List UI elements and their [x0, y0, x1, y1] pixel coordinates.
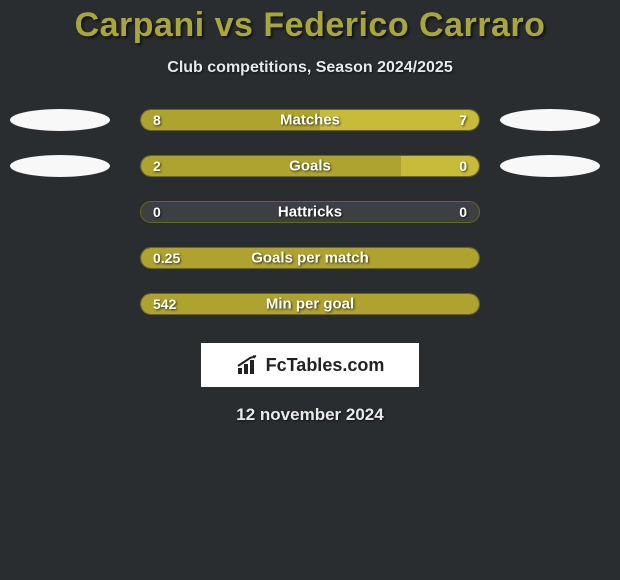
metric-label: Hattricks — [278, 204, 342, 221]
right-value: 0 — [459, 158, 467, 174]
metric-label: Min per goal — [266, 296, 354, 313]
player-left-ellipse — [10, 109, 110, 131]
metric-label: Matches — [280, 112, 340, 129]
player-left-ellipse — [10, 155, 110, 177]
left-value: 0.25 — [153, 250, 180, 266]
bar-left — [141, 156, 401, 176]
player-right-ellipse — [500, 155, 600, 177]
bar-track: 2 0 Goals — [140, 155, 480, 177]
stat-row: 8 7 Matches — [0, 109, 620, 131]
chart-icon — [236, 354, 260, 376]
right-value: 0 — [459, 204, 467, 220]
page-title: Carpani vs Federico Carraro — [0, 0, 620, 45]
logo-text: FcTables.com — [266, 355, 385, 376]
bar-track: 0 0 Hattricks — [140, 201, 480, 223]
bar-right — [320, 110, 479, 130]
stat-row: 0 0 Hattricks — [0, 201, 620, 223]
metric-label: Goals — [289, 158, 331, 175]
left-value: 0 — [153, 204, 161, 220]
bar-right — [401, 156, 479, 176]
left-value: 2 — [153, 158, 161, 174]
right-value: 7 — [459, 112, 467, 128]
stats-chart: 8 7 Matches 2 0 Goals 0 0 Hattricks 0.25 Goals per… — [0, 109, 620, 315]
subtitle: Club competitions, Season 2024/2025 — [0, 59, 620, 77]
metric-label: Goals per match — [251, 250, 369, 267]
left-value: 542 — [153, 296, 176, 312]
left-value: 8 — [153, 112, 161, 128]
bar-track: 8 7 Matches — [140, 109, 480, 131]
player-right-ellipse — [500, 109, 600, 131]
stat-row: 2 0 Goals — [0, 155, 620, 177]
stat-row: 0.25 Goals per match — [0, 247, 620, 269]
bar-track: 542 Min per goal — [140, 293, 480, 315]
logo-box: FcTables.com — [201, 343, 419, 387]
stat-row: 542 Min per goal — [0, 293, 620, 315]
date-text: 12 november 2024 — [0, 405, 620, 425]
bar-track: 0.25 Goals per match — [140, 247, 480, 269]
